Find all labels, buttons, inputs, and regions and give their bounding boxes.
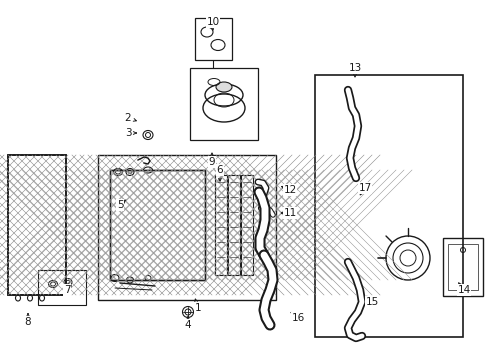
Text: 16: 16 (291, 313, 304, 323)
Text: 9: 9 (208, 157, 215, 167)
Bar (110, 170, 204, 280)
Text: 2: 2 (124, 113, 131, 123)
Text: 10: 10 (206, 17, 219, 27)
Text: 11: 11 (283, 208, 296, 218)
Text: 13: 13 (347, 63, 361, 73)
Text: 7: 7 (63, 285, 70, 295)
Bar (190, 68, 258, 140)
Bar (110, 170, 204, 280)
Bar (314, 75, 462, 337)
Bar (38, 270, 86, 305)
Ellipse shape (216, 82, 231, 92)
Bar (442, 238, 482, 296)
Text: 12: 12 (283, 185, 296, 195)
Bar (195, 18, 231, 60)
Text: 14: 14 (456, 285, 469, 295)
Bar (227, 175, 240, 275)
Text: 15: 15 (365, 297, 378, 307)
Bar (8, 155, 66, 295)
Text: 17: 17 (358, 183, 371, 193)
Text: 4: 4 (184, 320, 191, 330)
Bar (215, 175, 226, 275)
Bar (447, 244, 477, 290)
Text: 5: 5 (117, 200, 123, 210)
Text: 6: 6 (216, 165, 223, 175)
Text: 3: 3 (124, 128, 131, 138)
Bar (8, 155, 66, 295)
Text: 1: 1 (194, 303, 201, 313)
Text: 8: 8 (24, 317, 31, 327)
Bar (98, 155, 275, 300)
Bar (241, 175, 252, 275)
